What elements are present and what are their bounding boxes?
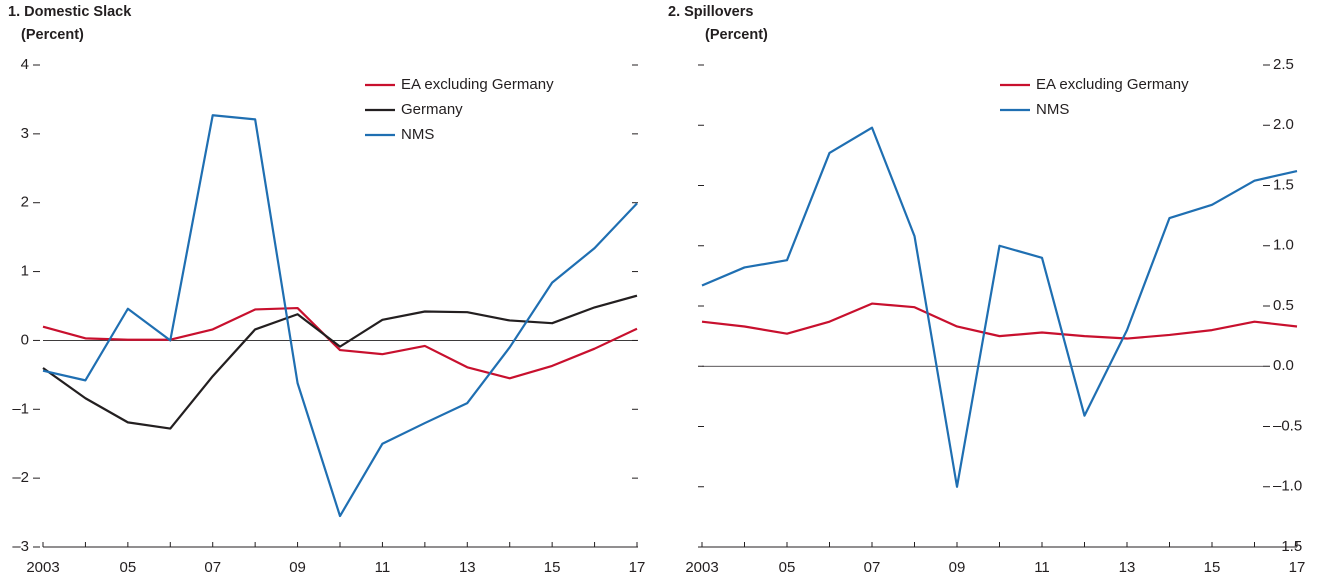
legend-label: NMS xyxy=(1036,101,1069,118)
y-tick-label: –1.5 xyxy=(1273,538,1302,555)
x-tick-label: 2003 xyxy=(685,559,718,576)
x-tick-label: 07 xyxy=(864,559,881,576)
y-tick-label: 4 xyxy=(21,56,29,73)
x-tick-label: 15 xyxy=(1204,559,1221,576)
x-tick-label: 05 xyxy=(779,559,796,576)
y-tick-label: 1.5 xyxy=(1273,176,1294,193)
chart-title: 2. Spillovers xyxy=(668,4,753,20)
x-tick-label: 05 xyxy=(120,559,137,576)
chart-subtitle: (Percent) xyxy=(21,27,84,43)
x-tick-label: 11 xyxy=(1034,559,1050,576)
y-tick-label: 0 xyxy=(21,331,29,348)
y-tick-label: 2.5 xyxy=(1273,56,1294,73)
y-tick-label: –1.0 xyxy=(1273,478,1302,495)
legend-label: EA excluding Germany xyxy=(401,76,554,93)
y-tick-label: 2.0 xyxy=(1273,116,1294,133)
y-tick-label: 0.0 xyxy=(1273,357,1294,374)
x-tick-label: 09 xyxy=(289,559,306,576)
series-line xyxy=(42,306,638,380)
x-tick-label: 17 xyxy=(1289,559,1306,576)
series-line xyxy=(42,294,638,430)
series-line xyxy=(42,114,638,518)
legend-label: EA excluding Germany xyxy=(1036,76,1189,93)
x-tick-label: 11 xyxy=(375,559,391,576)
y-tick-label: 3 xyxy=(21,125,29,142)
chart-subtitle: (Percent) xyxy=(705,27,768,43)
x-tick-label: 13 xyxy=(459,559,476,576)
y-tick-label: 1 xyxy=(21,263,29,280)
x-tick-label: 17 xyxy=(629,559,646,576)
series-line xyxy=(701,302,1298,340)
y-tick-label: –0.5 xyxy=(1273,417,1302,434)
x-tick-label: 15 xyxy=(544,559,561,576)
legend-label: Germany xyxy=(401,101,463,118)
y-tick-label: 0.5 xyxy=(1273,297,1294,314)
x-tick-label: 09 xyxy=(949,559,966,576)
series-line xyxy=(701,126,1298,488)
y-tick-label: –2 xyxy=(12,469,29,486)
chart-title: 1. Domestic Slack xyxy=(8,4,132,20)
y-tick-label: 1.0 xyxy=(1273,237,1294,254)
y-tick-label: –3 xyxy=(12,538,29,555)
x-tick-label: 07 xyxy=(204,559,221,576)
x-tick-label: 13 xyxy=(1119,559,1136,576)
y-tick-label: 2 xyxy=(21,194,29,211)
x-tick-label: 2003 xyxy=(26,559,59,576)
y-tick-label: –1 xyxy=(12,400,29,417)
legend-label: NMS xyxy=(401,126,434,143)
